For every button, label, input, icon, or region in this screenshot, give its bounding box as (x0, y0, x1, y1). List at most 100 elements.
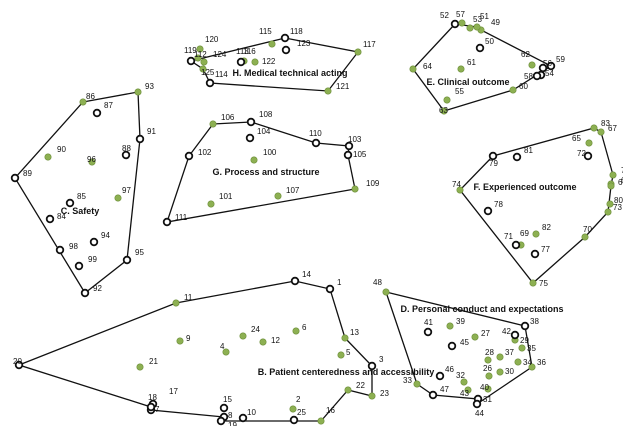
point-label-113: 113 (236, 47, 249, 56)
point-label-45: 45 (460, 338, 469, 347)
point-30 (496, 368, 504, 376)
point-label-93: 93 (145, 82, 154, 91)
point-label-111: 111 (175, 213, 188, 222)
cluster-label-h: H. Medical technical acting (232, 68, 347, 78)
point-89 (10, 173, 20, 183)
point-76 (609, 171, 617, 179)
point-label-87: 87 (104, 101, 113, 110)
point-12 (259, 338, 267, 346)
point-75 (529, 279, 537, 287)
point-39 (446, 322, 454, 330)
point-label-68: 68 (618, 178, 623, 187)
point-label-42: 42 (502, 327, 511, 336)
point-28 (484, 356, 492, 364)
point-42 (510, 330, 520, 340)
point-87 (92, 108, 102, 118)
point-92 (80, 288, 90, 298)
point-56 (538, 63, 548, 73)
point-label-70: 70 (583, 225, 592, 234)
point-84 (45, 214, 55, 224)
point-label-5: 5 (346, 348, 351, 357)
point-label-103: 103 (348, 135, 362, 144)
point-label-24: 24 (251, 325, 260, 334)
point-label-27: 27 (481, 329, 490, 338)
point-label-90: 90 (57, 145, 66, 154)
point-label-60: 60 (519, 82, 528, 91)
cluster-label-d: D. Personal conduct and expectations (400, 304, 563, 314)
point-48 (382, 288, 390, 296)
point-label-84: 84 (57, 212, 66, 221)
point-label-74: 74 (452, 180, 461, 189)
point-label-48: 48 (373, 278, 382, 287)
point-label-104: 104 (257, 127, 271, 136)
point-label-54: 54 (545, 69, 554, 78)
point-85 (65, 198, 75, 208)
point-33 (413, 380, 421, 388)
point-label-96: 96 (87, 155, 96, 164)
point-13 (341, 334, 349, 342)
point-label-46: 46 (445, 365, 454, 374)
point-label-85: 85 (77, 192, 86, 201)
cluster-label-f: F. Experienced outcome (473, 182, 576, 192)
point-72 (583, 151, 593, 161)
point-90 (44, 153, 52, 161)
point-9 (176, 337, 184, 345)
point-121 (324, 87, 332, 95)
point-20 (14, 360, 24, 370)
statement-points (10, 19, 617, 426)
point-105 (343, 150, 353, 160)
point-label-30: 30 (505, 367, 514, 376)
point-86 (79, 98, 87, 106)
point-19 (216, 416, 226, 426)
point-124 (200, 58, 208, 66)
point-label-99: 99 (88, 255, 97, 264)
point-77 (530, 249, 540, 259)
point-23 (368, 392, 376, 400)
point-3 (367, 361, 377, 371)
point-label-77: 77 (541, 245, 550, 254)
point-64 (409, 65, 417, 73)
point-label-43: 43 (460, 389, 469, 398)
point-label-25: 25 (297, 408, 306, 417)
point-44 (472, 399, 482, 409)
point-label-35: 35 (527, 344, 536, 353)
point-label-4: 4 (220, 342, 225, 351)
point-88 (121, 150, 131, 160)
point-label-78: 78 (494, 200, 503, 209)
point-73 (604, 208, 612, 216)
point-label-17: 17 (169, 387, 178, 396)
point-106 (209, 120, 217, 128)
point-45 (447, 341, 457, 351)
point-label-44: 44 (475, 409, 484, 418)
point-label-118: 118 (290, 27, 303, 36)
point-label-53: 53 (473, 15, 482, 24)
point-1 (325, 284, 335, 294)
point-41 (423, 327, 433, 337)
point-62 (528, 61, 536, 69)
point-24 (239, 332, 247, 340)
point-label-83: 83 (601, 119, 610, 128)
point-label-100: 100 (263, 148, 277, 157)
point-label-37: 37 (505, 348, 514, 357)
point-label-12: 12 (271, 336, 280, 345)
point-100 (250, 156, 258, 164)
point-67 (597, 128, 605, 136)
point-123 (281, 45, 291, 55)
point-label-107: 107 (286, 186, 300, 195)
point-10 (238, 413, 248, 423)
point-40 (484, 385, 492, 393)
point-55 (443, 96, 451, 104)
point-label-18: 18 (148, 393, 157, 402)
point-102 (184, 151, 194, 161)
point-label-21: 21 (149, 357, 158, 366)
point-57 (458, 19, 466, 27)
point-label-124: 124 (213, 50, 227, 59)
point-38 (520, 321, 530, 331)
point-91 (135, 134, 145, 144)
point-label-82: 82 (542, 223, 551, 232)
cluster-label-c: C. Safety (61, 206, 100, 216)
point-11 (172, 299, 180, 307)
point-107 (274, 192, 282, 200)
point-51 (473, 23, 481, 31)
